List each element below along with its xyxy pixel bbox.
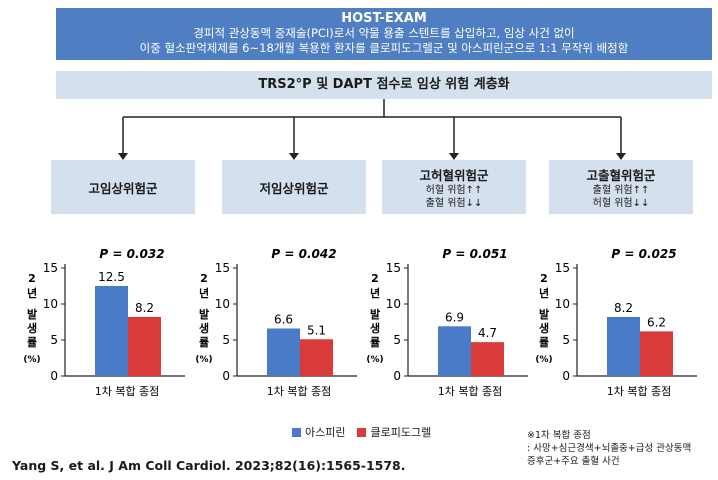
study-title: HOST-EXAM	[341, 11, 427, 26]
chart-4-y-tick-label: 5	[562, 333, 570, 347]
group-box-high-bleeding-risk: 고출혈위험군 출혈 위험↑↑ 허혈 위험↓↓	[549, 160, 693, 214]
chart-3-y-axis-label: 2 년 발 생 률 (%)	[366, 272, 383, 365]
chart-1-y-axis-label: 2 년 발 생 률 (%)	[23, 272, 40, 365]
note-line-2: : 사망+심근경색+뇌졸중+급성 관상동맥	[527, 443, 692, 454]
group-name: 고허혈위험군	[419, 167, 489, 183]
chart-1-data-label-aspirin: 12.5	[98, 270, 125, 284]
chart-1-bar-clopidogrel	[128, 316, 161, 376]
chart-3-y-tick-label: 5	[393, 333, 401, 347]
chart-1-y-tick-label: 5	[50, 333, 58, 347]
group-name: 저임상위험군	[259, 180, 329, 196]
legend: 아스피린 클로피도그렐	[292, 424, 431, 440]
study-description-line-2: 이중 혈소판억제제를 6~18개월 복용한 환자를 클로피도그렐군 및 아스피린…	[139, 41, 629, 55]
study-header: HOST-EXAM 경피적 관상동맥 중재술(PCI)로서 약물 용출 스텐트를…	[56, 8, 712, 60]
group-sub-2: 출혈 위험↓↓	[425, 197, 483, 209]
chart-2-x-category-label: 1차 복합 종점	[267, 385, 332, 398]
chart-2-y-tick-label: 10	[215, 297, 230, 311]
group-sub-2: 허혈 위험↓↓	[592, 197, 650, 209]
legend-label-aspirin: 아스피린	[305, 426, 346, 439]
chart-4-y-axis-label: 2 년 발 생 률 (%)	[535, 272, 552, 365]
legend-swatch-aspirin	[292, 427, 301, 437]
chart-2-y-tick-label: 0	[222, 369, 230, 383]
chart-3-y-tick-label: 10	[386, 297, 401, 311]
chart-3-data-label-aspirin: 6.9	[445, 310, 464, 324]
chart-4-y-tick-label: 15	[555, 261, 570, 275]
arrowhead-3	[449, 153, 459, 160]
chart-1-y-tick-label: 10	[43, 297, 58, 311]
chart-4-x-category-label: 1차 복합 종점	[607, 385, 672, 398]
chart-2-data-label-aspirin: 6.6	[274, 312, 293, 326]
chart-3-bar-clopidogrel	[471, 342, 504, 376]
group-box-high-clinical-risk: 고임상위험군	[51, 160, 195, 214]
group-sub-1: 허혈 위험↑↑	[425, 184, 483, 196]
chart-3-bar-aspirin	[438, 326, 471, 376]
study-description-line-1: 경피적 관상동맥 중재술(PCI)로서 약물 용출 스텐트를 삽입하고, 임상 …	[193, 26, 575, 40]
legend-item-clopidogrel: 클로피도그렐	[357, 424, 431, 440]
note-line-1: ※1차 복합 종점	[527, 430, 591, 441]
chart-2-y-axis-label: 2 년 발 생 률 (%)	[195, 272, 212, 365]
chart-2-y-tick-label: 15	[215, 261, 230, 275]
chart-3-x-category-label: 1차 복합 종점	[438, 385, 503, 398]
arrowhead-1	[118, 153, 128, 160]
group-box-high-ischemic-risk: 고허혈위험군 허혈 위험↑↑ 출혈 위험↓↓	[382, 160, 526, 214]
chart-1-x-category-label: 1차 복합 종점	[95, 385, 160, 398]
chart-4-bar-clopidogrel	[640, 331, 673, 376]
chart-2-data-label-clopidogrel: 5.1	[307, 323, 326, 337]
legend-label-clopidogrel: 클로피도그렐	[370, 426, 432, 439]
note-line-3: 증후군+주요 출혈 사건	[527, 456, 620, 467]
chart-2-p-value: P = 0.042	[271, 247, 336, 261]
chart-3-y-tick-label: 15	[386, 261, 401, 275]
arrowhead-2	[289, 153, 299, 160]
chart-1-bar-aspirin	[95, 286, 128, 376]
chart-1-y-tick-label: 15	[43, 261, 58, 275]
group-name: 고임상위험군	[88, 180, 158, 196]
group-name: 고출혈위험군	[586, 167, 656, 183]
chart-3-y-tick-label: 0	[393, 369, 401, 383]
citation: Yang S, et al. J Am Coll Cardiol. 2023;8…	[12, 458, 406, 473]
legend-swatch-clopidogrel	[357, 427, 367, 437]
chart-2-bar-aspirin	[267, 328, 300, 376]
chart-4-y-tick-label: 0	[562, 369, 570, 383]
chart-3-data-label-clopidogrel: 4.7	[478, 326, 497, 340]
chart-1-data-label-clopidogrel: 8.2	[135, 301, 154, 315]
group-box-low-clinical-risk: 저임상위험군	[222, 160, 366, 214]
chart-2-bar-clopidogrel	[300, 339, 333, 376]
endpoint-note: ※1차 복합 종점 : 사망+심근경색+뇌졸중+급성 관상동맥 증후군+주요 출…	[527, 429, 715, 468]
chart-4-data-label-aspirin: 8.2	[614, 301, 633, 315]
chart-3-p-value: P = 0.051	[442, 247, 507, 261]
chart-1-p-value: P = 0.032	[99, 247, 164, 261]
arrowhead-4	[616, 153, 626, 160]
chart-4-bar-aspirin	[607, 316, 640, 376]
chart-2-y-tick-label: 5	[222, 333, 230, 347]
chart-1-y-tick-label: 0	[50, 369, 58, 383]
legend-item-aspirin: 아스피린	[292, 424, 345, 440]
chart-4-data-label-clopidogrel: 6.2	[647, 315, 666, 329]
stratification-box: TRS2°P 및 DAPT 점수로 임상 위험 계층화	[56, 71, 712, 99]
chart-4-y-tick-label: 10	[555, 297, 570, 311]
chart-4-p-value: P = 0.025	[611, 247, 676, 261]
group-sub-1: 출혈 위험↑↑	[592, 184, 650, 196]
